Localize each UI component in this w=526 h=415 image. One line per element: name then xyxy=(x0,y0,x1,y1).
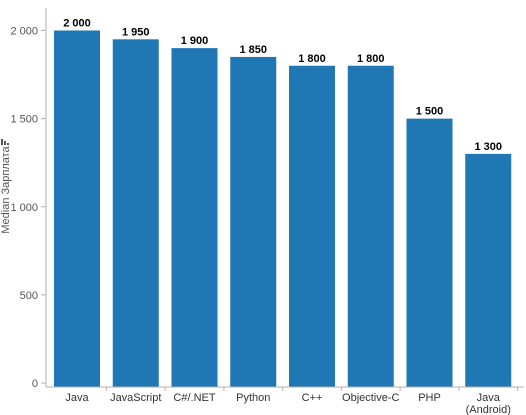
y-axis: 0 500 1 000 1 500 2 000 xyxy=(10,8,47,390)
y-tick-label: 1 500 xyxy=(10,114,38,126)
x-category-label: Python xyxy=(236,392,270,404)
y-axis-title: Median Зарплата xyxy=(0,145,12,233)
bar xyxy=(406,118,453,387)
y-axis-title-icon xyxy=(1,139,9,145)
bar xyxy=(347,65,394,387)
bar-value-label: 1 800 xyxy=(357,53,385,65)
x-axis: Java JavaScript C#/.NET Python C++ Objective-… xyxy=(46,386,524,415)
x-category-label: C#/.NET xyxy=(173,392,215,404)
bar xyxy=(230,56,277,387)
x-category-label: Objective-C xyxy=(342,392,400,404)
bar xyxy=(112,39,159,387)
y-tick-label: 500 xyxy=(20,290,38,302)
x-category-label: JavaScript xyxy=(110,392,161,404)
y-tick-label: 1 000 xyxy=(10,202,38,214)
bars: 2 000 1 950 1 900 1 850 1 800 1 800 1 500 1 300 xyxy=(54,18,512,387)
bar-value-label: 1 850 xyxy=(239,44,267,56)
bar-value-label: 1 800 xyxy=(298,53,326,65)
bar xyxy=(171,48,218,387)
bar-value-label: 1 900 xyxy=(181,35,209,47)
y-tick-label: 0 xyxy=(32,378,38,390)
bar-value-label: 1 500 xyxy=(416,106,444,118)
bar xyxy=(465,153,512,387)
bar xyxy=(289,65,335,387)
x-category-label: Java xyxy=(65,392,89,404)
x-category-label: Java (Android) xyxy=(466,392,511,415)
bar-value-label: 2 000 xyxy=(63,18,91,30)
bar-value-label: 1 950 xyxy=(122,26,150,38)
x-category-label: C++ xyxy=(302,392,323,404)
y-tick-label: 2 000 xyxy=(10,26,38,38)
x-category-label: PHP xyxy=(418,392,441,404)
bar xyxy=(54,30,100,387)
bar-value-label: 1 300 xyxy=(474,141,502,153)
